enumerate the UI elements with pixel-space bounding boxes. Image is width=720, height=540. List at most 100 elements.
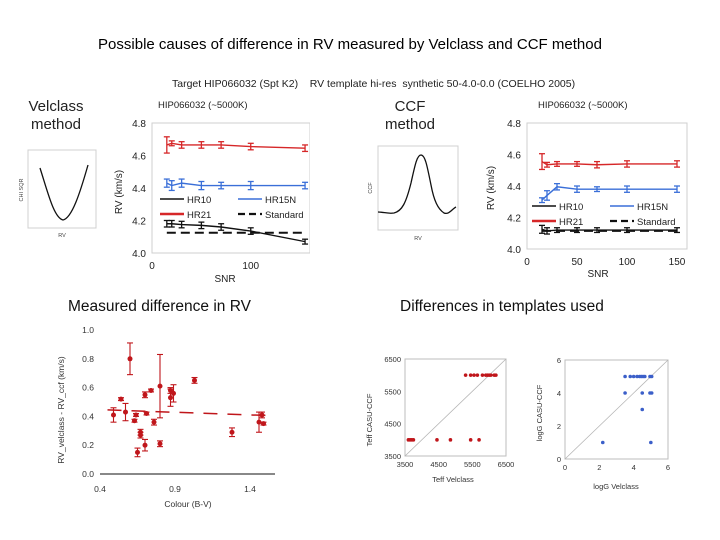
ccf-curve bbox=[377, 154, 457, 215]
data-point bbox=[137, 431, 144, 439]
x-tick-label: 100 bbox=[619, 257, 636, 268]
x-tick-label: 0 bbox=[563, 463, 567, 472]
x-tick-label: 0.4 bbox=[94, 484, 106, 494]
y-tick-label: 6 bbox=[557, 356, 561, 365]
y-tick-label: 4500 bbox=[384, 420, 401, 429]
velclass-snr-chart: HIP066032 (~5000K) RV (km/s) SNR 4.0 4.2 4… bbox=[114, 100, 310, 285]
error-bar bbox=[247, 227, 254, 235]
point-marker bbox=[472, 373, 476, 377]
x-tick-label: 2 bbox=[597, 463, 601, 472]
ccf-snr-chart: HIP066032 (~5000K) RV (km/s) SNR 4.0 4.2 4… bbox=[486, 100, 688, 280]
error-bar bbox=[574, 185, 580, 193]
legend-label: HR21 bbox=[187, 210, 211, 221]
x-tick-label: 0 bbox=[524, 257, 530, 268]
chi-square-ylabel: CHI SQR bbox=[19, 179, 25, 202]
point-marker bbox=[132, 418, 137, 424]
inset-frame bbox=[377, 145, 459, 231]
data-point bbox=[256, 411, 262, 433]
chi-square-inset: CHI SQR RV bbox=[19, 149, 97, 239]
legend-item-hr21: HR21 bbox=[160, 210, 211, 221]
error-bar bbox=[163, 178, 170, 188]
point-marker bbox=[623, 391, 627, 395]
legend-item-hr15n: HR15N bbox=[238, 195, 296, 206]
error-bar bbox=[302, 238, 309, 245]
legend-label: HR15N bbox=[637, 202, 668, 213]
y-axis-label: RV_velclass - RV_ccf (km/s) bbox=[56, 356, 66, 464]
error-bar bbox=[198, 141, 205, 149]
point-marker bbox=[411, 438, 416, 442]
error-bar bbox=[544, 190, 550, 201]
error-bar bbox=[178, 220, 185, 229]
point-marker bbox=[468, 438, 473, 442]
point-marker bbox=[468, 373, 473, 377]
x-tick-label: 3500 bbox=[397, 460, 414, 469]
y-tick-label: 4.4 bbox=[507, 182, 521, 193]
x-tick-label: 100 bbox=[242, 261, 259, 272]
data-point bbox=[127, 342, 133, 376]
error-bar bbox=[163, 136, 170, 154]
error-bar bbox=[554, 160, 560, 167]
chi-square-curve bbox=[39, 164, 89, 221]
error-bar bbox=[218, 223, 225, 231]
error-bar bbox=[218, 181, 225, 190]
y-axis-label: logG CASU-CCF bbox=[535, 384, 544, 441]
data-point bbox=[142, 391, 148, 399]
y-tick-label: 4.4 bbox=[132, 184, 146, 195]
point-marker bbox=[142, 392, 148, 398]
y-tick-label: 1.0 bbox=[82, 325, 94, 335]
point-marker bbox=[157, 383, 163, 389]
point-marker bbox=[133, 412, 139, 418]
error-bar bbox=[539, 224, 545, 234]
ccf-method-label: CCF method bbox=[372, 98, 448, 134]
point-marker bbox=[640, 391, 645, 395]
point-marker bbox=[600, 440, 605, 445]
velclass-label-line2: method bbox=[30, 116, 82, 133]
legend-label: Standard bbox=[265, 210, 304, 221]
point-marker bbox=[259, 412, 265, 418]
point-marker bbox=[623, 374, 627, 379]
error-bar bbox=[302, 181, 309, 190]
error-bar bbox=[218, 141, 225, 149]
x-tick-label: 6500 bbox=[498, 460, 515, 469]
y-tick-label: 0.0 bbox=[82, 469, 94, 479]
point-marker bbox=[631, 374, 636, 379]
x-tick-label: 0 bbox=[149, 261, 155, 272]
velclass-label-line1: Velclass bbox=[28, 98, 84, 115]
velclass-method-label: Velclass method bbox=[20, 98, 92, 134]
data-point bbox=[122, 402, 129, 422]
error-bar bbox=[198, 221, 205, 230]
data-point bbox=[133, 412, 139, 418]
x-axis-label: Teff Velclass bbox=[432, 475, 474, 484]
y-axis-label: RV (km/s) bbox=[114, 170, 125, 214]
data-point bbox=[260, 421, 267, 427]
point-marker bbox=[151, 419, 157, 425]
y-tick-label: 5500 bbox=[384, 387, 401, 396]
y-axis-label: RV (km/s) bbox=[486, 166, 497, 210]
point-marker bbox=[192, 377, 197, 383]
point-marker bbox=[649, 374, 654, 379]
data-point bbox=[167, 388, 174, 407]
point-marker bbox=[649, 440, 653, 445]
x-tick-label: 6 bbox=[666, 463, 670, 472]
point-marker bbox=[157, 441, 163, 447]
x-tick-label: 5500 bbox=[464, 460, 481, 469]
ccf-label-line1: CCF bbox=[394, 98, 426, 115]
target-subtitle: Target HIP066032 (Spt K2) RV template hi… bbox=[172, 78, 576, 90]
error-bar bbox=[594, 227, 600, 234]
error-bar bbox=[168, 180, 175, 192]
error-bar bbox=[594, 186, 600, 193]
ccf-xlabel: RV bbox=[414, 236, 422, 242]
x-axis-label: Colour (B-V) bbox=[164, 499, 211, 509]
point-marker bbox=[135, 449, 140, 455]
trend-line bbox=[107, 409, 273, 417]
y-tick-label: 4.0 bbox=[507, 245, 521, 256]
chi-square-xlabel: RV bbox=[58, 233, 66, 239]
point-marker bbox=[111, 412, 116, 418]
y-tick-label: 0 bbox=[557, 455, 561, 464]
error-bar bbox=[554, 182, 560, 191]
ccf-ylabel: CCF bbox=[368, 182, 374, 194]
point-marker bbox=[261, 421, 266, 427]
y-tick-label: 0.8 bbox=[82, 354, 94, 364]
y-tick-label: 4 bbox=[557, 389, 561, 398]
data-point bbox=[170, 384, 177, 403]
